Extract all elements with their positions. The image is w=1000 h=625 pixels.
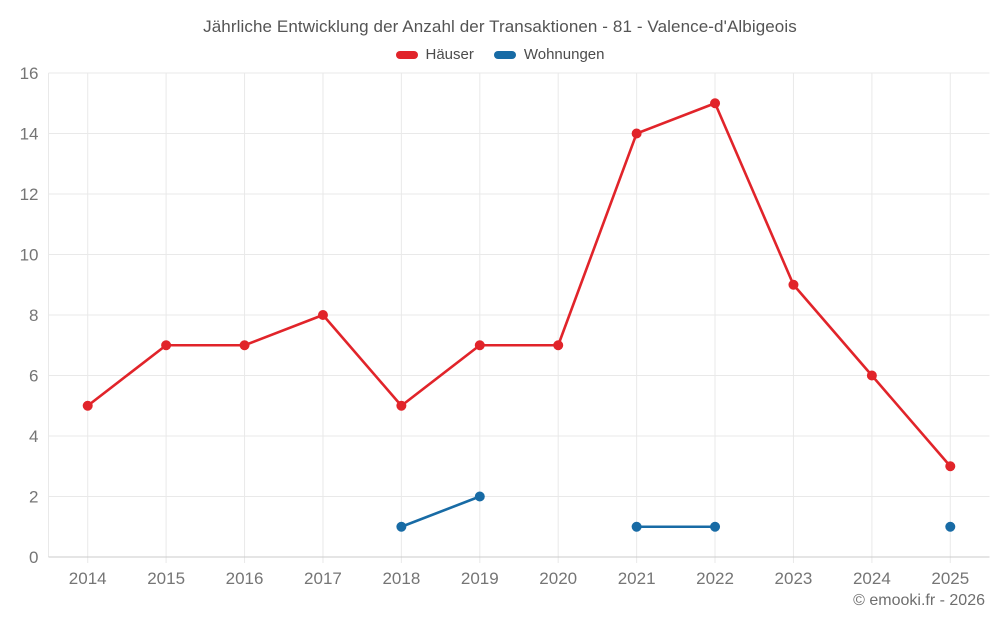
data-point-häuser-2022 xyxy=(710,98,721,109)
data-point-häuser-2019 xyxy=(474,340,485,351)
y-axis-tick-label: 4 xyxy=(29,427,38,446)
x-axis-tick-label: 2025 xyxy=(931,569,969,588)
x-axis-tick-label: 2014 xyxy=(69,569,107,588)
y-axis-tick-label: 10 xyxy=(20,246,39,265)
x-axis-tick-label: 2017 xyxy=(304,569,342,588)
x-axis-tick-label: 2016 xyxy=(226,569,264,588)
x-axis-tick-label: 2018 xyxy=(382,569,420,588)
y-axis-tick-label: 6 xyxy=(29,367,38,386)
haeuser-series-swatch xyxy=(395,50,418,59)
data-point-wohnungen-2025 xyxy=(945,521,956,532)
copyright-text: © emooki.fr - 2026 xyxy=(853,592,985,609)
data-point-häuser-2021 xyxy=(631,128,642,139)
data-point-häuser-2017 xyxy=(317,310,328,320)
data-point-häuser-2016 xyxy=(239,340,250,351)
data-point-häuser-2023 xyxy=(788,279,799,290)
wohnungen-series-swatch xyxy=(493,50,516,59)
legend-item-wohnungen[interactable]: Wohnungen xyxy=(493,46,605,63)
x-axis-tick-label: 2021 xyxy=(618,569,656,588)
x-axis-tick-label: 2023 xyxy=(775,569,813,588)
series-line-wohnungen xyxy=(400,495,482,529)
y-axis-tick-label: 16 xyxy=(20,64,39,83)
data-point-häuser-2024 xyxy=(866,370,877,381)
x-axis-tick-label: 2022 xyxy=(696,569,734,588)
y-axis-tick-label: 8 xyxy=(29,306,38,325)
data-point-wohnungen-2019 xyxy=(474,491,485,502)
chart-title: Jährliche Entwicklung der Anzahl der Tra… xyxy=(203,17,797,36)
data-point-häuser-2025 xyxy=(945,461,956,472)
data-point-wohnungen-2022 xyxy=(710,521,721,532)
x-axis-tick-label: 2024 xyxy=(853,569,891,588)
legend-label-wohnungen: Wohnungen xyxy=(523,46,605,63)
data-point-häuser-2015 xyxy=(161,340,172,351)
data-point-wohnungen-2018 xyxy=(396,521,407,532)
y-axis-tick-label: 12 xyxy=(20,185,39,204)
chart-legend: Häuser Wohnungen xyxy=(0,46,1000,63)
data-point-häuser-2018 xyxy=(396,400,407,411)
legend-label-haeuser: Häuser xyxy=(425,46,474,63)
x-axis-tick-label: 2019 xyxy=(461,569,499,588)
y-axis-tick-label: 14 xyxy=(20,125,39,144)
data-point-häuser-2014 xyxy=(82,400,93,411)
x-axis-tick-label: 2020 xyxy=(539,569,577,588)
series-line-häuser xyxy=(86,101,952,468)
x-axis-tick-label: 2015 xyxy=(147,569,185,588)
data-point-häuser-2020 xyxy=(553,340,564,351)
data-point-wohnungen-2021 xyxy=(631,521,642,532)
y-axis-tick-label: 2 xyxy=(29,488,38,507)
y-axis-tick-label: 0 xyxy=(29,548,38,567)
legend-item-haeuser[interactable]: Häuser xyxy=(395,46,474,63)
